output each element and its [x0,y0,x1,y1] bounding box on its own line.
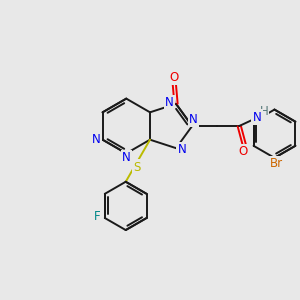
Text: N: N [92,133,101,146]
Text: N: N [165,96,174,109]
Text: H: H [260,105,268,118]
Text: N: N [122,151,131,164]
Text: N: N [178,143,186,156]
Text: O: O [169,71,179,84]
Text: F: F [94,210,101,223]
Text: O: O [238,145,248,158]
Text: N: N [189,113,198,126]
Text: N: N [253,110,261,124]
Text: S: S [133,160,140,174]
Text: Br: Br [269,157,283,170]
